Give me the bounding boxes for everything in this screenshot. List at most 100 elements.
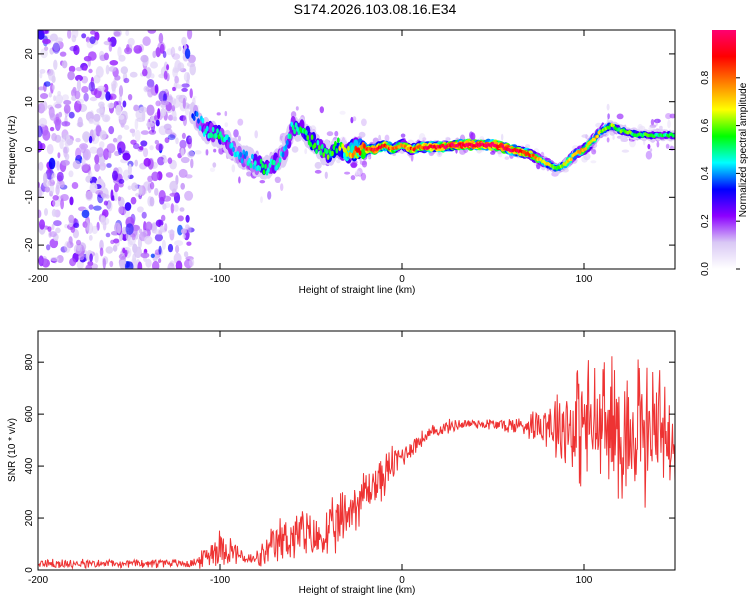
noise-blob xyxy=(182,97,186,109)
noise-blob xyxy=(129,71,138,78)
noise-blob xyxy=(67,30,72,39)
ridge-mark xyxy=(316,139,320,146)
ridge-mark xyxy=(205,125,209,132)
noise-blob xyxy=(154,188,159,196)
noise-blob xyxy=(93,120,100,126)
noise-blob xyxy=(107,102,115,109)
noise-blob xyxy=(174,240,184,247)
noise-blob xyxy=(89,96,98,102)
halo-blob xyxy=(291,146,299,153)
noise-blob xyxy=(114,222,122,233)
noise-blob xyxy=(49,112,56,121)
noise-blob xyxy=(46,69,54,76)
noise-blob xyxy=(124,202,132,211)
noise-blob xyxy=(85,264,92,269)
noise-blob xyxy=(42,38,51,45)
noise-blob xyxy=(100,215,106,226)
noise-blob xyxy=(133,104,140,112)
noise-blob xyxy=(140,252,150,259)
noise-blob xyxy=(103,148,110,161)
noise-blob xyxy=(137,206,144,213)
noise-blob xyxy=(113,31,121,37)
noise-blob xyxy=(76,98,85,105)
noise-blob xyxy=(145,221,153,232)
noise-blob xyxy=(87,170,93,182)
noise-blob xyxy=(164,223,168,232)
noise-blob xyxy=(38,117,48,127)
halo-blob xyxy=(616,113,624,120)
halo-blob xyxy=(360,172,367,181)
noise-blob xyxy=(118,178,125,184)
noise-blob xyxy=(105,246,114,254)
noise-blob xyxy=(162,93,167,103)
ridge-mark xyxy=(227,136,231,143)
ridge-mark xyxy=(253,160,257,166)
noise-blob xyxy=(117,46,122,58)
noise-blob xyxy=(39,219,45,230)
x-tick-label: -200 xyxy=(28,274,48,285)
noise-blob xyxy=(122,152,131,161)
y-tick-label: 600 xyxy=(24,405,35,422)
snr-x-label: Height of straight line (km) xyxy=(299,585,416,596)
noise-blob xyxy=(51,172,56,179)
noise-blob xyxy=(75,137,81,143)
noise-blob xyxy=(108,43,113,52)
colorbar-label: Normalized spectral amplitude xyxy=(738,82,749,217)
noise-blob xyxy=(158,32,164,44)
noise-blob xyxy=(90,30,96,35)
noise-blob xyxy=(167,134,176,141)
ridge-mark xyxy=(197,118,200,124)
halo-blob xyxy=(224,122,229,128)
noise-blob xyxy=(83,92,89,102)
noise-blob xyxy=(68,214,75,224)
halo-blob xyxy=(501,133,504,141)
noise-blob xyxy=(59,180,65,188)
noise-blob xyxy=(122,247,126,254)
noise-blob xyxy=(158,190,166,202)
noise-blob xyxy=(118,114,125,120)
noise-blob xyxy=(162,203,167,210)
snr-panel: -200 -100 0 100 0 200 400 600 800 Height of str… xyxy=(7,330,676,596)
noise-blob xyxy=(181,87,188,92)
colorbar: 0.0 0.2 0.4 0.6 0.8 Normalized spectral ampl… xyxy=(700,30,749,276)
noise-blob xyxy=(49,184,55,195)
noise-blob xyxy=(161,239,166,250)
ridge-mark xyxy=(216,128,219,134)
noise-blob xyxy=(99,130,107,140)
halo-blob xyxy=(361,118,367,127)
y-tick-label: 400 xyxy=(24,457,35,474)
noise-blob xyxy=(108,150,112,159)
noise-blob xyxy=(147,88,154,98)
noise-blob xyxy=(96,108,104,114)
noise-blob xyxy=(44,186,51,193)
ridge-mark xyxy=(239,151,243,158)
noise-blob xyxy=(186,72,190,82)
noise-blob xyxy=(127,94,133,101)
noise-blob xyxy=(187,138,193,149)
noise-blob xyxy=(103,200,108,206)
noise-blob xyxy=(77,116,83,128)
noise-blob xyxy=(89,146,98,154)
ridge-mark xyxy=(325,148,329,155)
noise-blob xyxy=(46,244,51,251)
noise-blob xyxy=(132,243,138,254)
noise-blob xyxy=(53,95,57,102)
noise-blob xyxy=(88,204,94,210)
noise-blob xyxy=(118,85,124,97)
noise-blob xyxy=(180,182,185,190)
halo-blob xyxy=(668,144,673,150)
noise-blob xyxy=(182,115,187,127)
ridge-mark xyxy=(353,139,359,150)
noise-blob xyxy=(61,121,71,127)
halo-blob xyxy=(314,169,322,174)
noise-blob xyxy=(120,66,128,75)
noise-blob xyxy=(99,247,104,257)
noise-blob xyxy=(106,163,112,168)
halo-blob xyxy=(193,95,197,99)
noise-blob xyxy=(83,55,92,62)
noise-blob xyxy=(152,260,160,269)
noise-blob xyxy=(93,129,97,139)
noise-blob xyxy=(135,109,143,120)
ridge-mark xyxy=(309,141,312,148)
ridge-mark xyxy=(315,148,318,155)
